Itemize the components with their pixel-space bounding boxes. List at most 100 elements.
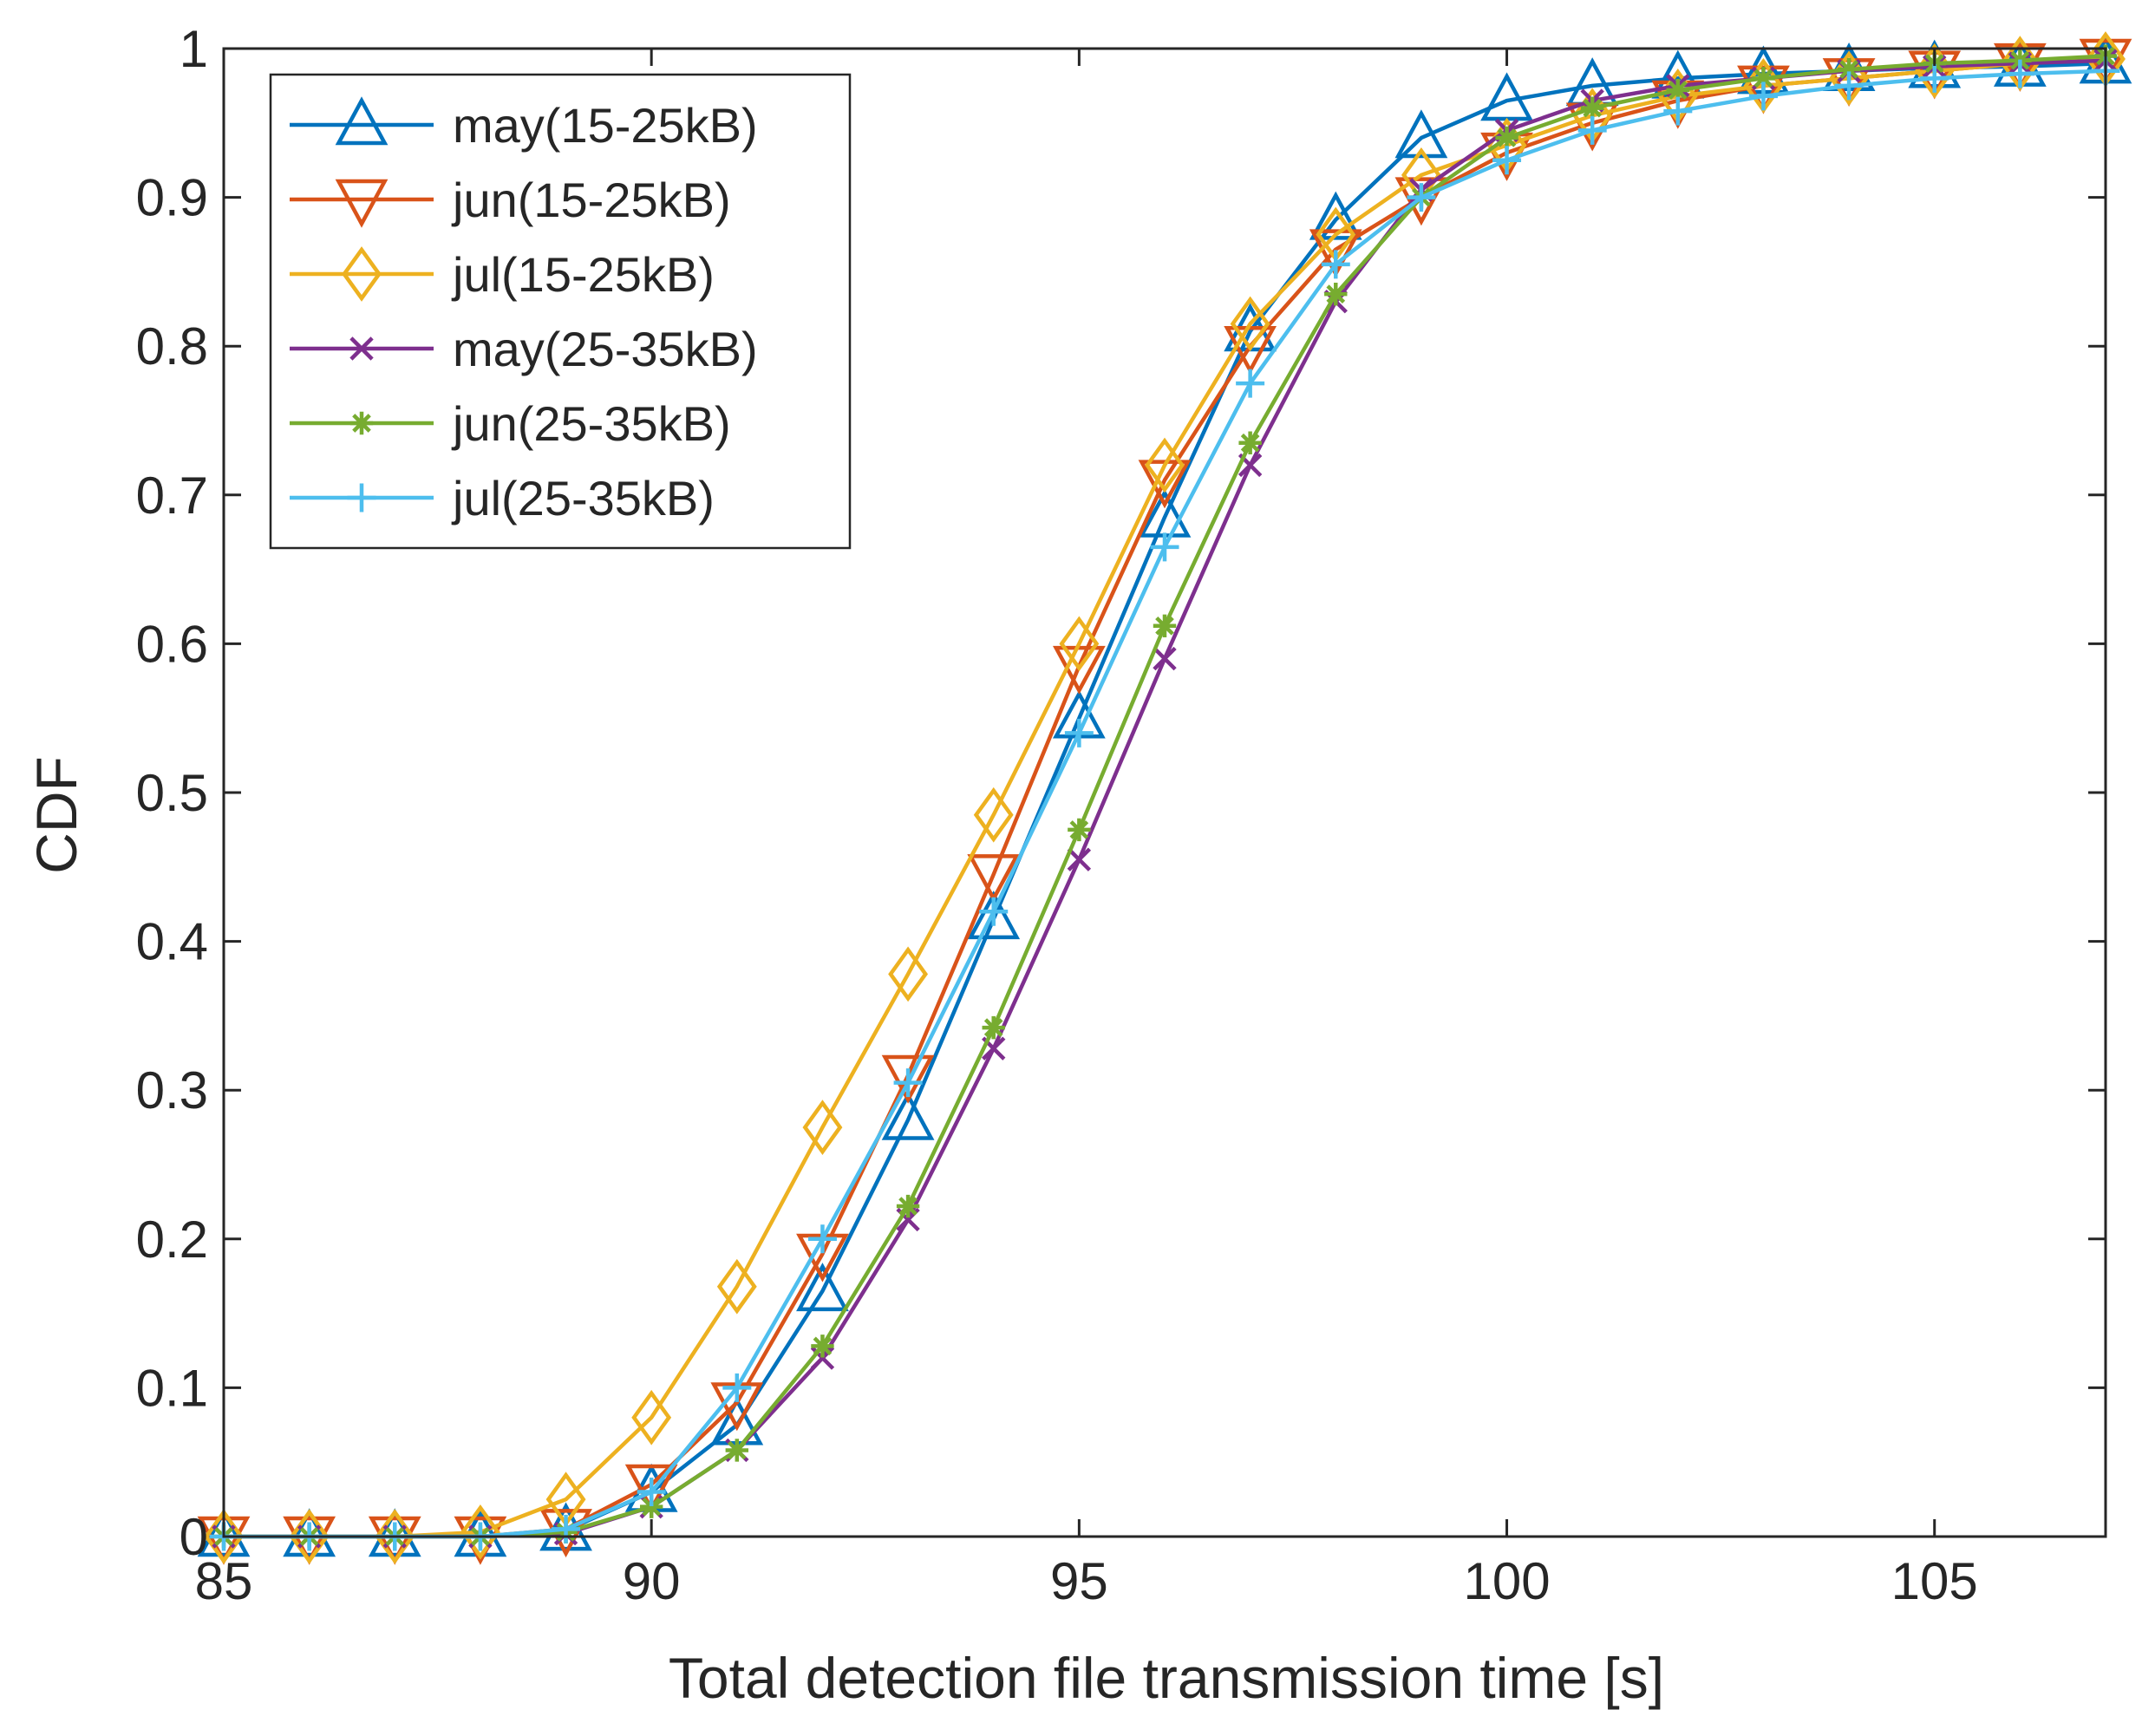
legend-entry: jun(25-35kB) xyxy=(290,396,731,451)
legend: may(15-25kB) jun(15-25kB) jul(15-25kB) may(… xyxy=(269,73,852,550)
data-point xyxy=(1068,818,1091,842)
data-point xyxy=(368,1516,421,1565)
data-point xyxy=(802,1100,843,1155)
data-point xyxy=(1064,718,1094,747)
x-tick-label: 100 xyxy=(1463,1552,1550,1610)
y-tick-label: 0.5 xyxy=(136,764,208,822)
data-point xyxy=(1067,847,1092,871)
y-tick-label: 0.6 xyxy=(136,615,208,673)
data-point xyxy=(967,891,1021,940)
series-jun(25-35kB) xyxy=(212,44,2118,1549)
data-point xyxy=(807,1224,837,1254)
data-point xyxy=(716,1258,757,1315)
data-point xyxy=(1394,177,1448,226)
data-point xyxy=(1145,437,1185,493)
data-point xyxy=(624,1464,678,1513)
data-point xyxy=(631,1389,672,1446)
legend-label: jun(25-35kB) xyxy=(451,396,731,451)
data-point xyxy=(552,1514,581,1543)
data-point xyxy=(637,1478,666,1507)
y-tick-label: 0.7 xyxy=(136,467,208,525)
x-tick-label: 95 xyxy=(1050,1552,1108,1610)
legend-label: may(25-35kB) xyxy=(453,322,758,376)
data-point xyxy=(796,1263,849,1312)
data-point xyxy=(283,1508,336,1557)
data-point xyxy=(725,1439,749,1462)
data-point xyxy=(1577,115,1607,145)
data-point xyxy=(1394,109,1448,159)
legend-label: jun(15-25kB) xyxy=(451,173,731,227)
x-axis-title: Total detection file transmission time [… xyxy=(669,1646,1664,1710)
legend-marker xyxy=(342,246,382,302)
data-point xyxy=(1752,67,1775,90)
legend-label: may(15-25kB) xyxy=(453,98,758,153)
data-point xyxy=(1920,63,1949,93)
legend-marker xyxy=(349,336,374,361)
legend-entry: jul(15-25kB) xyxy=(290,246,715,302)
data-point xyxy=(1580,96,1604,120)
data-point xyxy=(979,897,1009,926)
data-point xyxy=(881,1054,935,1104)
data-point xyxy=(460,1504,500,1560)
data-point xyxy=(1321,250,1350,279)
y-tick-label: 1 xyxy=(180,20,208,78)
series-layer xyxy=(197,31,2132,1565)
data-point xyxy=(289,1509,330,1564)
legend-label: jul(25-35kB) xyxy=(451,471,715,525)
data-point xyxy=(1666,78,1690,102)
legend-marker xyxy=(347,483,376,512)
data-point xyxy=(368,1508,421,1557)
data-point xyxy=(1495,126,1518,150)
data-point xyxy=(1834,71,1864,101)
data-point xyxy=(204,1509,244,1564)
y-tick-label: 0 xyxy=(180,1508,208,1566)
data-point xyxy=(1150,532,1179,562)
data-point xyxy=(197,1508,251,1557)
data-point xyxy=(1837,57,1861,82)
x-tick-label: 90 xyxy=(623,1552,681,1610)
data-point xyxy=(283,1516,336,1565)
series-line xyxy=(224,56,2106,1539)
legend-marker xyxy=(335,179,389,228)
data-point xyxy=(1748,82,1778,111)
data-point xyxy=(1059,616,1100,672)
legend-marker xyxy=(349,411,374,435)
data-point xyxy=(375,1509,415,1564)
data-point xyxy=(967,854,1021,904)
y-axis-title: CDF xyxy=(24,756,88,874)
data-point xyxy=(722,1373,752,1402)
data-point xyxy=(1492,146,1522,175)
y-tick-label: 0.4 xyxy=(136,913,208,971)
data-point xyxy=(881,1091,935,1140)
x-tick-label: 85 xyxy=(195,1552,253,1610)
data-point xyxy=(1238,431,1262,454)
data-point xyxy=(1663,96,1693,126)
y-tick-label: 0.2 xyxy=(136,1211,208,1269)
axes-layer: 85 90 95 100 105 0 0.1 0.2 0.3 0.4 0.5 0.6 0.7 0.8 0.9… xyxy=(136,20,2107,1610)
data-point xyxy=(982,1015,1005,1040)
data-point xyxy=(1153,646,1177,671)
data-point xyxy=(1324,282,1348,306)
data-point xyxy=(1224,325,1277,375)
data-point xyxy=(639,1495,663,1518)
legend-label: jul(15-25kB) xyxy=(451,247,715,302)
data-point xyxy=(1153,614,1177,638)
legend-entry: may(15-25kB) xyxy=(290,96,758,153)
legend-entry: may(25-35kB) xyxy=(290,322,758,376)
data-point xyxy=(893,1068,923,1098)
data-point xyxy=(2005,59,2034,88)
legend-box xyxy=(269,73,852,550)
data-point xyxy=(1407,183,1436,212)
y-tick-label: 0.8 xyxy=(136,317,208,375)
y-tick-label: 0.1 xyxy=(136,1359,208,1417)
data-point xyxy=(896,1194,920,1218)
data-point xyxy=(888,946,929,1002)
y-tick-label: 0.9 xyxy=(136,169,208,227)
legend-entry: jul(25-35kB) xyxy=(290,471,715,525)
data-point xyxy=(811,1335,834,1358)
legend-entry: jun(15-25kB) xyxy=(290,173,731,228)
data-point xyxy=(973,786,1014,843)
y-tick-label: 0.3 xyxy=(136,1061,208,1119)
